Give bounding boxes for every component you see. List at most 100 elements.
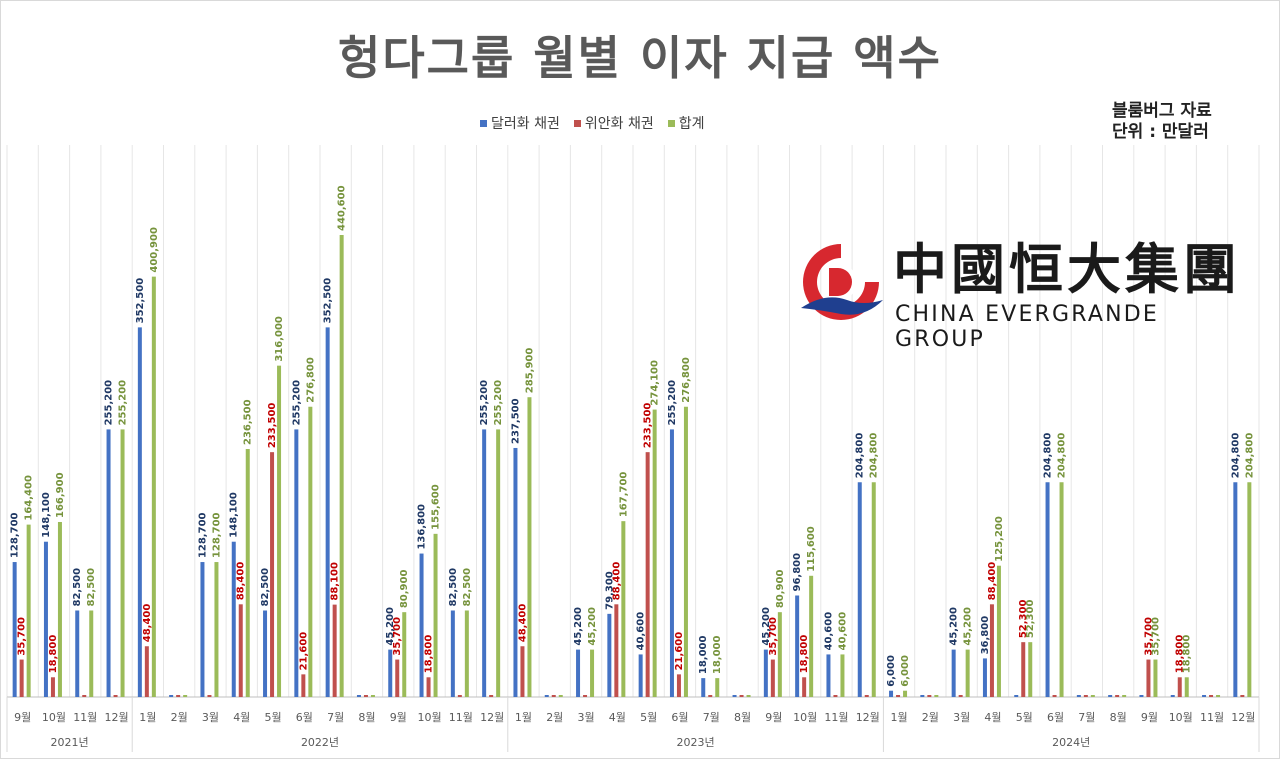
data-label: 35,700 bbox=[768, 617, 779, 656]
bar-yuan bbox=[770, 659, 775, 697]
bar-yuan bbox=[739, 695, 744, 697]
data-label: 80,900 bbox=[775, 570, 786, 609]
bar-total bbox=[996, 565, 1001, 697]
bar-total bbox=[89, 610, 94, 697]
bar-yuan bbox=[238, 604, 243, 697]
x-tick-label: 6월 bbox=[671, 711, 688, 724]
data-label: 82,500 bbox=[448, 568, 459, 607]
x-tick-label: 4월 bbox=[984, 711, 1001, 724]
logo-text-english: CHINA EVERGRANDE GROUP bbox=[895, 302, 1160, 352]
bar-yuan bbox=[426, 677, 431, 697]
bar-total bbox=[245, 449, 250, 697]
bar-yuan bbox=[989, 604, 994, 697]
bar-dollar bbox=[106, 429, 111, 697]
x-group-label: 2021년 bbox=[51, 736, 89, 749]
data-label: 155,600 bbox=[431, 484, 442, 530]
x-tick-label: 6월 bbox=[1047, 711, 1064, 724]
x-tick-label: 11월 bbox=[73, 711, 97, 724]
bar-yuan bbox=[833, 695, 838, 697]
chart-title: 헝다그룹 월별 이자 지급 액수 bbox=[338, 31, 942, 85]
bar-total bbox=[1247, 482, 1252, 697]
bar-yuan bbox=[551, 695, 556, 697]
bar-dollar bbox=[1233, 482, 1238, 697]
x-tick-label: 11월 bbox=[449, 711, 473, 724]
bar-dollar bbox=[669, 429, 674, 697]
bar-total bbox=[903, 690, 908, 697]
bar-total bbox=[433, 533, 438, 697]
data-label: 96,800 bbox=[792, 553, 803, 592]
data-label: 45,200 bbox=[963, 607, 974, 646]
x-tick-label: 10월 bbox=[42, 711, 66, 724]
bar-total bbox=[777, 612, 782, 697]
data-label: 82,500 bbox=[86, 568, 97, 607]
x-tick-label: 1월 bbox=[890, 711, 907, 724]
bar-total bbox=[339, 235, 344, 697]
x-tick-label: 1월 bbox=[515, 711, 532, 724]
data-label: 255,200 bbox=[104, 380, 115, 426]
bar-total bbox=[746, 695, 751, 697]
bar-total bbox=[1028, 642, 1033, 697]
bar-total bbox=[683, 406, 688, 697]
bar-total bbox=[402, 612, 407, 697]
data-label: 276,800 bbox=[305, 357, 316, 403]
bar-dollar bbox=[169, 695, 174, 697]
x-tick-label: 11월 bbox=[1200, 711, 1224, 724]
bar-dollar bbox=[1045, 482, 1050, 697]
bar-total bbox=[57, 521, 62, 697]
data-label: 316,000 bbox=[274, 316, 285, 362]
data-label: 18,800 bbox=[424, 635, 435, 674]
x-tick-label: 9월 bbox=[1141, 711, 1158, 724]
data-label: 35,700 bbox=[17, 617, 28, 656]
data-label: 45,200 bbox=[573, 607, 584, 646]
x-tick-label: 4월 bbox=[609, 711, 626, 724]
bar-total bbox=[590, 649, 595, 697]
legend-label-total: 합계 bbox=[678, 116, 705, 132]
x-tick-label: 12월 bbox=[480, 711, 504, 724]
data-label: 255,200 bbox=[479, 380, 490, 426]
x-tick-label: 5월 bbox=[1016, 711, 1033, 724]
data-label: 36,800 bbox=[980, 616, 991, 655]
data-label: 18,800 bbox=[1182, 635, 1193, 674]
data-label: 400,900 bbox=[149, 227, 160, 273]
x-group-label: 2024년 bbox=[1052, 736, 1090, 749]
x-tick-label: 9월 bbox=[390, 711, 407, 724]
bar-yuan bbox=[1021, 642, 1026, 697]
x-tick-label: 2월 bbox=[922, 711, 939, 724]
bar-total bbox=[120, 429, 125, 697]
data-label: 40,600 bbox=[823, 612, 834, 651]
evergrande-logo: 中國恒大集團 CHINA EVERGRANDE GROUP bbox=[795, 238, 1245, 352]
x-tick-label: 3월 bbox=[577, 711, 594, 724]
bar-dollar bbox=[795, 595, 800, 697]
x-tick-label: 3월 bbox=[953, 711, 970, 724]
bar-dollar bbox=[982, 658, 987, 697]
bar-yuan bbox=[708, 695, 713, 697]
bar-total bbox=[1090, 695, 1095, 697]
legend-label-dollar: 달러화 채권 bbox=[491, 116, 560, 132]
data-label: 136,800 bbox=[417, 504, 428, 550]
data-label: 440,600 bbox=[337, 185, 348, 231]
data-label: 204,800 bbox=[855, 433, 866, 479]
data-label: 115,600 bbox=[806, 526, 817, 572]
bar-dollar bbox=[75, 610, 80, 697]
bar-dollar bbox=[607, 613, 612, 697]
logo-text-chinese: 中國恒大集團 bbox=[893, 238, 1241, 301]
data-label: 21,600 bbox=[298, 632, 309, 671]
bar-dollar bbox=[482, 429, 487, 697]
data-label: 128,700 bbox=[10, 512, 21, 558]
x-tick-label: 6월 bbox=[296, 711, 313, 724]
data-label: 233,500 bbox=[267, 403, 278, 449]
legend: 달러화 채권 위안화 채권 합계 bbox=[480, 113, 704, 133]
bar-total bbox=[26, 524, 31, 697]
bar-dollar bbox=[1014, 695, 1019, 697]
bar-yuan bbox=[19, 659, 24, 697]
bar-yuan bbox=[301, 674, 306, 697]
data-label: 45,200 bbox=[761, 607, 772, 646]
data-label: 48,400 bbox=[142, 604, 153, 643]
bar-yuan bbox=[332, 604, 337, 697]
x-tick-label: 1월 bbox=[139, 711, 156, 724]
x-tick-label: 10월 bbox=[417, 711, 441, 724]
bar-dollar bbox=[12, 562, 17, 697]
legend-swatch-dollar bbox=[480, 119, 487, 127]
data-label: 88,100 bbox=[330, 562, 341, 601]
x-tick-label: 12월 bbox=[104, 711, 128, 724]
